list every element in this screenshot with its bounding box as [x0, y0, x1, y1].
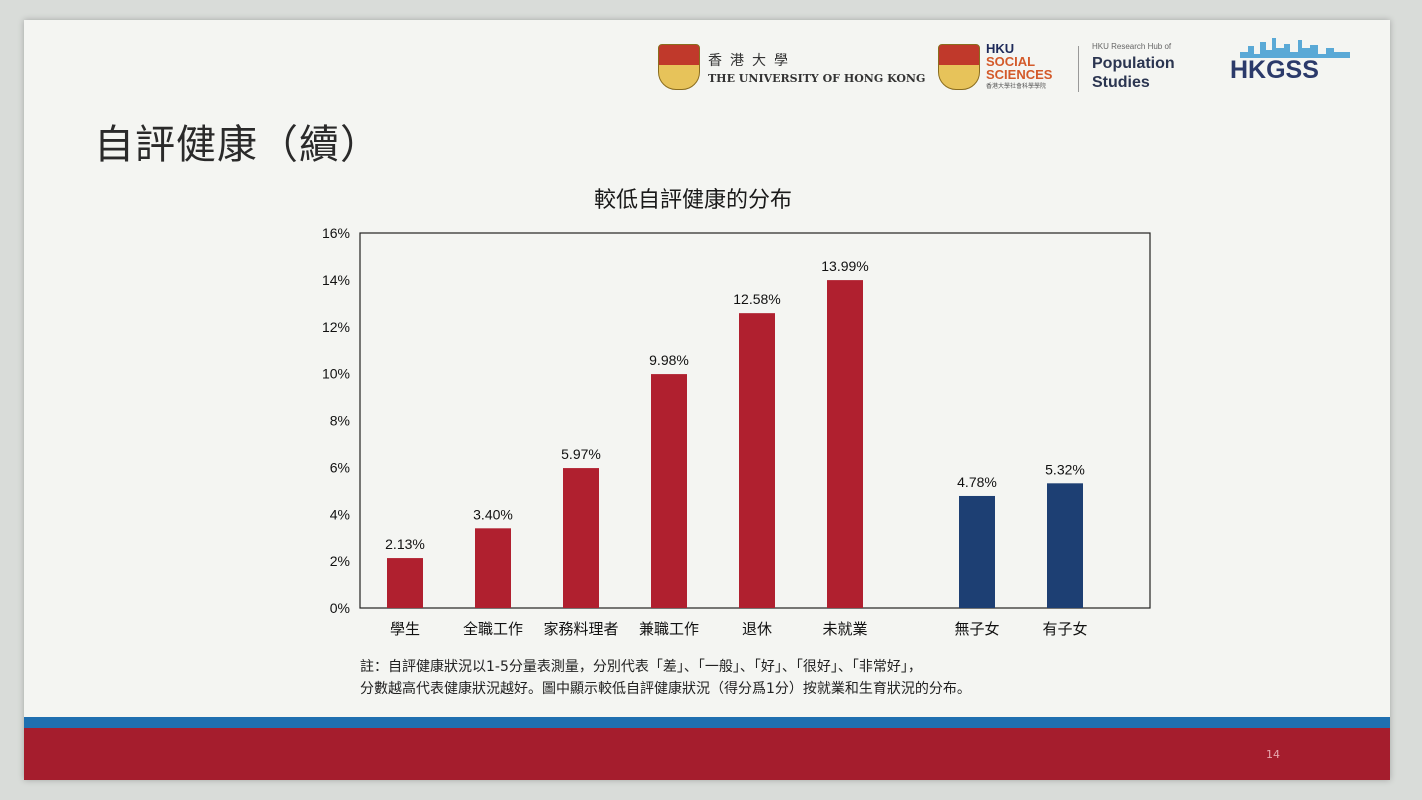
page-number: 14 [1266, 748, 1280, 761]
x-tick-label: 全職工作 [463, 620, 523, 638]
x-tick-label: 學生 [390, 620, 420, 638]
bar [651, 374, 687, 608]
bar [475, 528, 511, 608]
hku-name-chinese: 香港大學 [708, 53, 796, 69]
hku-name-english: THE UNIVERSITY OF HONG KONG [708, 72, 926, 85]
data-label: 9.98% [649, 352, 689, 368]
footnote-line2: 分數越高代表健康狀況越好。圖中顯示較低自評健康狀況（得分爲1分）按就業和生育狀況… [360, 681, 971, 697]
bar [387, 558, 423, 608]
y-tick-label: 8% [330, 413, 350, 429]
pop-line2: Studies [1092, 74, 1150, 91]
footer-band-red [24, 728, 1390, 780]
y-tick-label: 14% [322, 272, 350, 288]
slide-title: 自評健康（續） [94, 122, 381, 168]
data-label: 4.78% [957, 474, 997, 490]
hku-crest-icon [658, 44, 700, 90]
x-tick-label: 兼職工作 [639, 620, 699, 638]
data-label: 12.58% [733, 291, 780, 307]
bar [959, 495, 995, 608]
hkgss-logo: HKGSS [1230, 56, 1319, 84]
y-tick-label: 10% [322, 366, 350, 382]
footnote-line1: 註：自評健康狀況以1-5分量表測量，分別代表「差」、「一般」、「好」、「很好」、… [360, 659, 922, 675]
pop-line1: Population [1092, 55, 1175, 72]
y-tick-label: 2% [330, 553, 350, 569]
hku-social-sciences-crest-icon [938, 44, 980, 90]
data-label: 5.32% [1045, 461, 1085, 477]
bar [1047, 483, 1083, 608]
x-tick-label: 無子女 [954, 620, 999, 638]
hku-social-sciences-logo: HKU SOCIAL SCIENCES 香港大學社會科學學院 [986, 42, 1052, 94]
data-label: 3.40% [473, 506, 513, 522]
x-tick-label: 未就業 [822, 620, 867, 638]
y-tick-label: 6% [330, 459, 350, 475]
x-tick-label: 家務料理者 [543, 620, 618, 638]
x-tick-label: 有子女 [1042, 620, 1087, 638]
population-studies-logo: Population Studies [1092, 54, 1175, 92]
hkuss-subtitle: 香港大學社會科學學院 [986, 84, 1047, 90]
y-tick-label: 0% [330, 600, 350, 616]
x-tick-label: 退休 [742, 620, 772, 638]
pop-hub-small-text: HKU Research Hub of [1092, 42, 1172, 51]
skyline-icon [1240, 38, 1350, 58]
bar [563, 468, 599, 608]
slide: 自評健康（續） 香港大學 THE UNIVERSITY OF HONG KONG… [24, 20, 1390, 780]
chart-footnote: 註：自評健康狀況以1-5分量表測量，分別代表「差」、「一般」、「好」、「很好」、… [360, 656, 971, 700]
logo-row: 香港大學 THE UNIVERSITY OF HONG KONG HKU SOC… [654, 38, 1354, 112]
bar-chart: 0% 2% 4% 6% 8% 10% 12% 14% 16% 2.13% 學生 3.40% 全職工作 5.… [322, 225, 1151, 638]
y-tick-label: 12% [322, 319, 350, 335]
data-label: 5.97% [561, 446, 601, 462]
data-label: 2.13% [385, 536, 425, 552]
bar [827, 280, 863, 608]
data-label: 13.99% [821, 258, 868, 274]
footer-band-blue [24, 717, 1390, 728]
y-tick-label: 4% [330, 506, 350, 522]
y-tick-label: 16% [322, 225, 350, 241]
logo-divider [1078, 46, 1079, 92]
hkuss-line2: SOCIAL [986, 54, 1036, 69]
hkuss-line1: HKU [986, 41, 1015, 56]
chart-title: 較低自評健康的分布 [594, 188, 793, 213]
hkuss-line3: SCIENCES [986, 67, 1053, 82]
bar [739, 313, 775, 608]
